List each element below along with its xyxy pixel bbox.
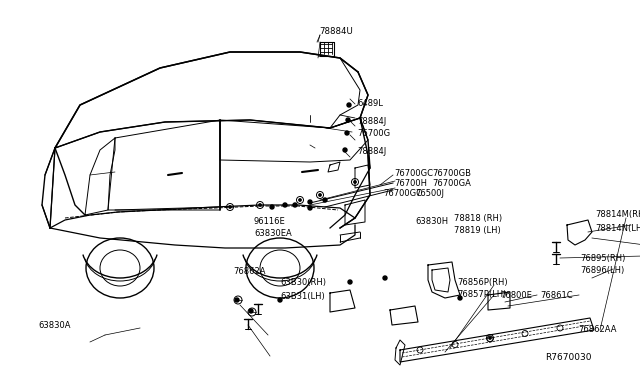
Text: 63830A: 63830A — [38, 321, 70, 330]
Text: 76862A: 76862A — [233, 267, 266, 276]
Text: 76700GA: 76700GA — [432, 179, 471, 187]
Text: 76700GC: 76700GC — [383, 189, 422, 199]
Circle shape — [488, 337, 492, 340]
Circle shape — [228, 205, 232, 208]
Text: 78884J: 78884J — [357, 148, 387, 157]
Text: 76896(LH): 76896(LH) — [580, 266, 624, 276]
Circle shape — [308, 200, 312, 204]
Text: 6489L: 6489L — [357, 99, 383, 108]
Text: 76700GB: 76700GB — [432, 169, 471, 177]
Circle shape — [249, 309, 253, 313]
Circle shape — [323, 198, 327, 202]
Text: 63830EA: 63830EA — [254, 230, 292, 238]
Circle shape — [348, 280, 352, 284]
Circle shape — [259, 203, 262, 206]
Text: 76856P(RH): 76856P(RH) — [457, 278, 508, 286]
Text: 76500J: 76500J — [415, 189, 444, 199]
Text: 63B31(LH): 63B31(LH) — [280, 292, 324, 301]
Circle shape — [346, 118, 350, 122]
Text: 78884J: 78884J — [357, 116, 387, 125]
Circle shape — [278, 298, 282, 302]
Circle shape — [298, 199, 301, 202]
Text: 78819 (LH): 78819 (LH) — [454, 225, 500, 234]
Text: 78814M(RH): 78814M(RH) — [595, 211, 640, 219]
Text: 78818 (RH): 78818 (RH) — [454, 214, 502, 222]
Text: 76857P(LH): 76857P(LH) — [457, 291, 506, 299]
Text: 76861C: 76861C — [540, 291, 573, 299]
Circle shape — [458, 296, 462, 300]
Circle shape — [308, 206, 312, 210]
Circle shape — [319, 193, 321, 196]
Text: 96116E: 96116E — [254, 218, 285, 227]
Circle shape — [270, 205, 274, 209]
Circle shape — [383, 276, 387, 280]
Text: 78814N(LH): 78814N(LH) — [595, 224, 640, 232]
Text: 63830H: 63830H — [415, 218, 448, 227]
Text: R7670030: R7670030 — [545, 353, 591, 362]
Text: 76700G: 76700G — [357, 129, 390, 138]
Text: 63B30(RH): 63B30(RH) — [280, 279, 326, 288]
Text: 76895(RH): 76895(RH) — [580, 254, 625, 263]
Text: 78884U: 78884U — [319, 26, 353, 35]
Circle shape — [347, 103, 351, 107]
Text: 76700GC: 76700GC — [394, 169, 433, 177]
Circle shape — [353, 180, 356, 183]
Text: 76862AA: 76862AA — [578, 326, 616, 334]
Circle shape — [345, 131, 349, 135]
Circle shape — [343, 148, 347, 152]
Circle shape — [235, 298, 239, 302]
Circle shape — [283, 203, 287, 207]
Circle shape — [293, 203, 297, 207]
Text: 76800E: 76800E — [500, 291, 532, 299]
Text: 76700H: 76700H — [394, 179, 427, 187]
